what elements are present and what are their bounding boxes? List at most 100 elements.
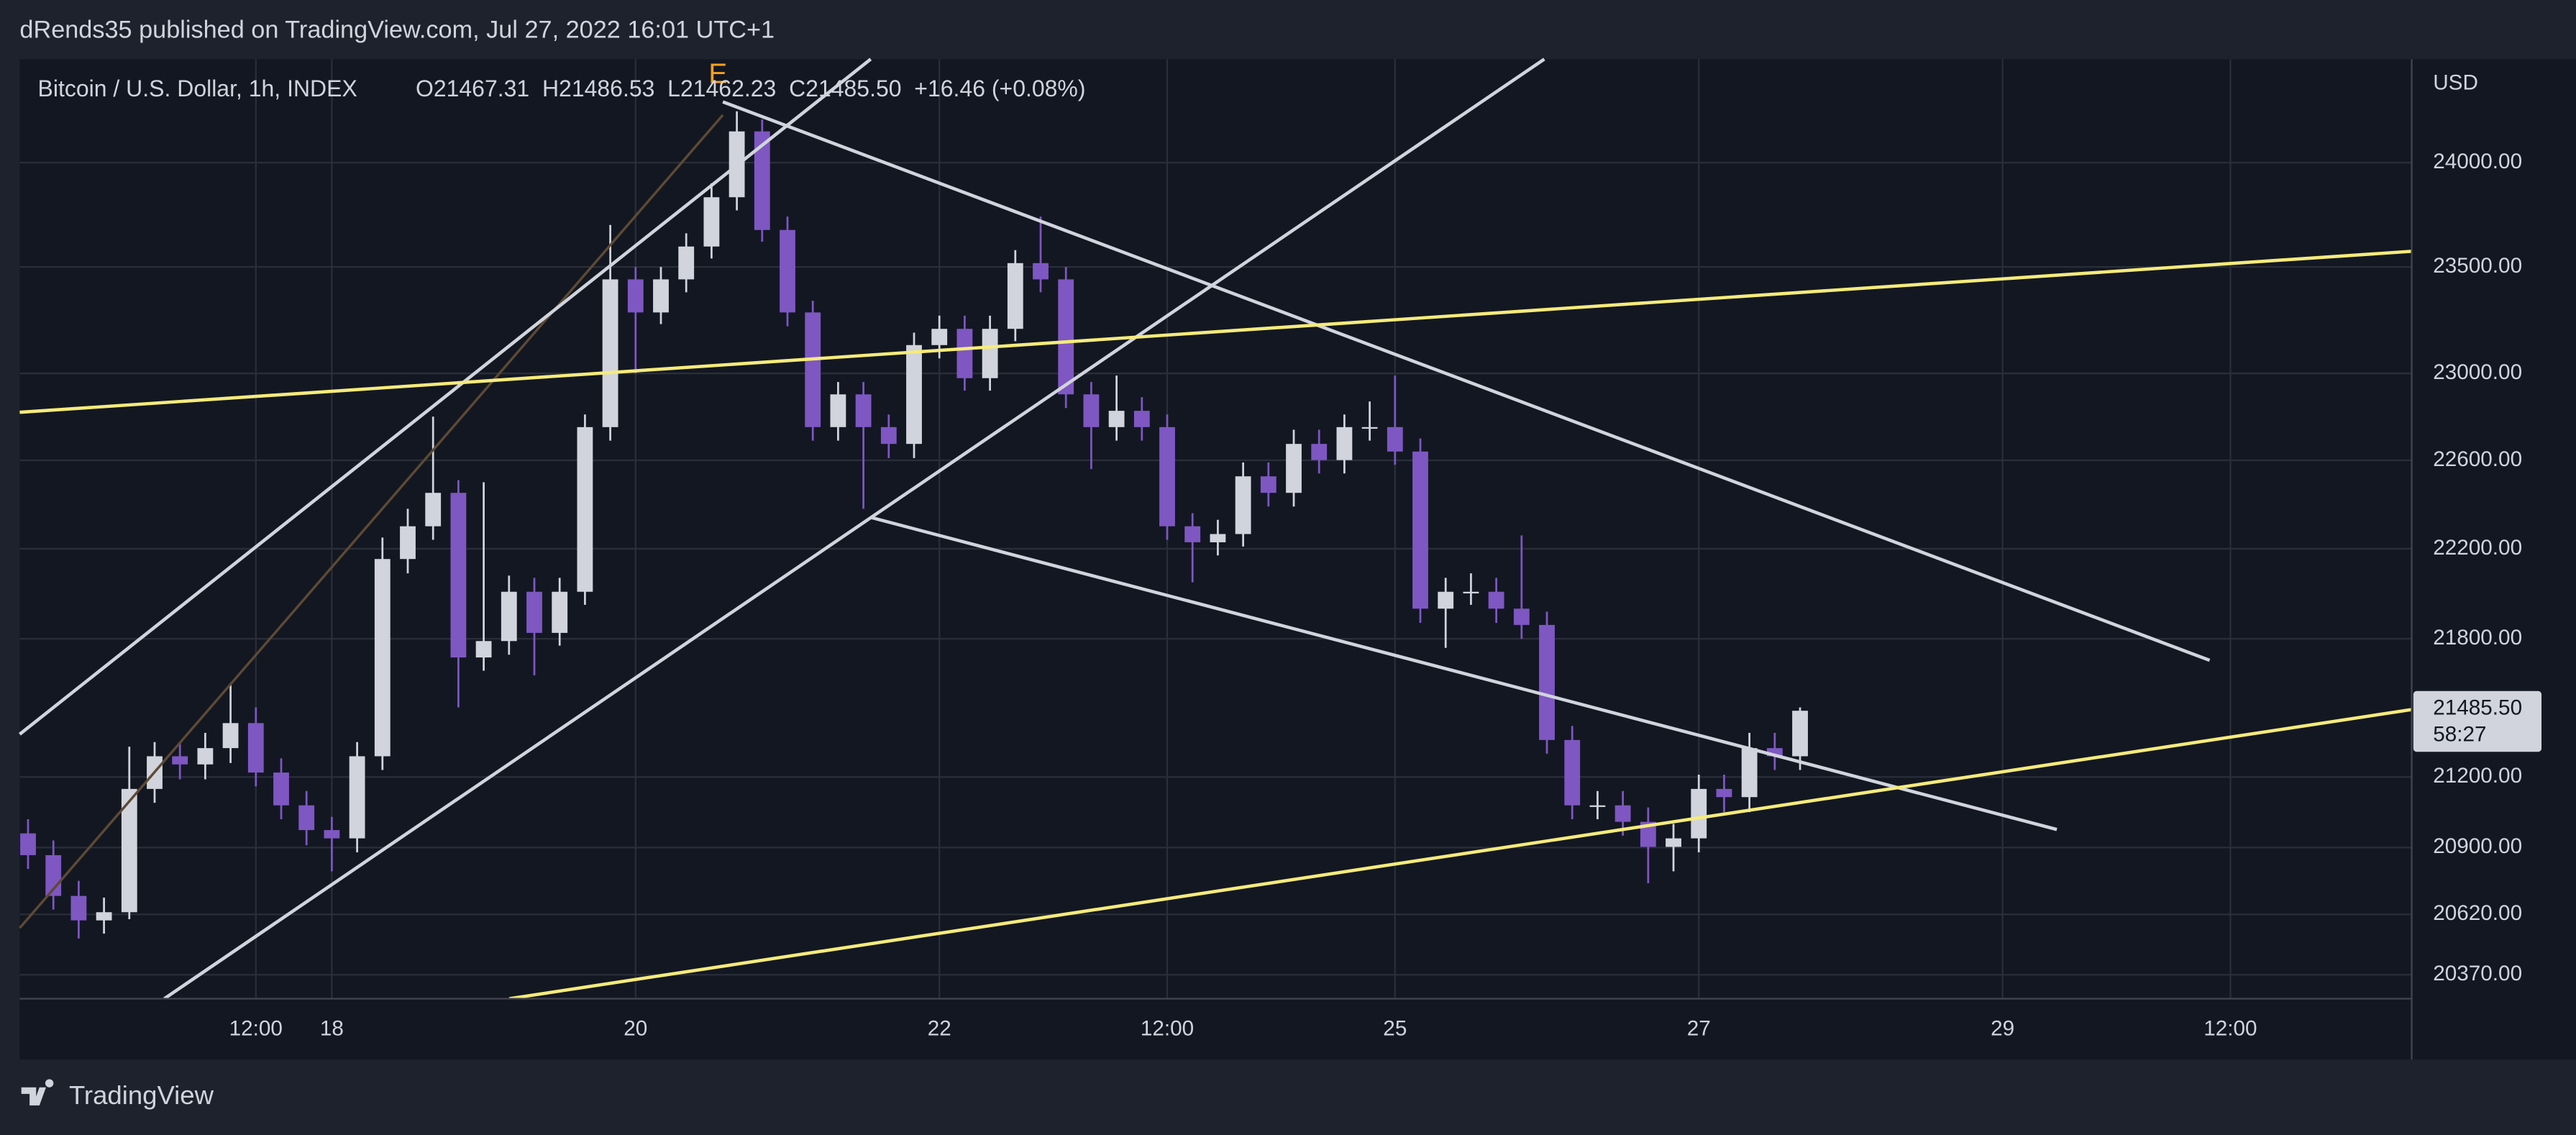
candle-body [1184,526,1201,542]
candle-body [1235,476,1251,534]
candle-body [1108,411,1125,427]
trend-line [870,516,2057,831]
x-tick-label: 22 [928,1017,951,1041]
candle-body [247,723,264,773]
candle-body [754,131,770,230]
candle-body [653,279,669,313]
x-tick-label: 27 [1687,1017,1711,1041]
candle-body [956,329,973,378]
candle-body [501,591,517,642]
trend-line [163,58,1545,1000]
candle-body [222,723,239,749]
trend-line [19,250,2412,414]
candle-body [855,394,872,427]
y-tick-label: 22600.00 [2433,447,2522,471]
price-axis [2411,59,2576,1059]
y-tick-label: 20620.00 [2433,901,2522,925]
candle-body [298,805,315,831]
candle-body [70,895,87,921]
candle-body [121,788,137,913]
y-tick-label: 23500.00 [2433,254,2522,278]
candle-body [349,756,365,839]
y-axis-label: USD [2433,70,2478,94]
candle-body [450,493,467,658]
candle-body [1463,591,1479,594]
candle-body [1539,624,1555,740]
candle-body [1159,427,1175,527]
candle-body [1640,821,1656,847]
candle-body [20,833,36,855]
y-tick-label: 22200.00 [2433,536,2522,560]
candle-body [1564,739,1581,806]
candle-body [172,756,188,765]
candle-body [1614,805,1631,822]
y-tick-label: 21200.00 [2433,764,2522,788]
candle-body [475,641,492,658]
time-axis [19,998,2412,1059]
header-bar [0,0,2576,60]
x-tick-label: 25 [1383,1017,1407,1041]
candle-body [400,526,416,560]
candle-body [1513,608,1530,625]
ohlc-legend: O21467.31 H21486.53 L21462.23 C21485.50 … [416,76,1086,101]
candle-body [1210,534,1226,542]
x-tick-label: 29 [1991,1017,2014,1041]
candle-body [1286,444,1302,493]
left-margin [0,59,20,1059]
candle-body [1589,805,1606,807]
symbol-title: Bitcoin / U.S. Dollar, 1h, INDEX [38,76,357,101]
candle-body [982,329,998,378]
candle-body [1741,748,1758,798]
candle-body [906,345,922,445]
trend-line [722,100,2211,662]
candle-body [1766,748,1783,757]
candle-body [1311,444,1328,460]
candle-body [602,279,618,427]
candle-body [1336,427,1353,460]
x-tick-label: 20 [624,1017,647,1041]
candle-body [1666,838,1681,847]
candle-body [1361,427,1378,429]
candle-body [324,830,340,839]
candle-body [1033,263,1049,280]
logo: TradingView [21,1079,214,1110]
x-tick-label: 12:00 [1141,1017,1194,1041]
candle-body [1083,394,1100,427]
candle-body [1792,711,1808,757]
candle-body [526,591,542,633]
candle-body [96,912,112,921]
candle-body [374,559,390,757]
y-tick-label: 24000.00 [2433,150,2522,173]
candle-body [678,246,695,280]
candle-body [1387,427,1403,452]
candle-body [425,493,442,527]
logo-icon [21,1079,54,1106]
x-tick-label: 18 [320,1017,344,1041]
candle-body [931,329,948,345]
y-tick-label: 20900.00 [2433,834,2522,858]
x-tick-label: 12:00 [2203,1017,2257,1041]
candle-body [273,772,289,806]
last-price-box [2413,690,2542,752]
axis-labels: 24000.00 23500.00 23000.00 22600.00 22200.00… [229,150,2542,1041]
candle-body [1007,263,1023,329]
candle-body [1488,591,1504,609]
candle-body [805,312,821,427]
candle-body [780,229,795,313]
candle-body [1260,476,1276,493]
candle-body [552,591,568,633]
drawings [18,58,2412,1000]
last-price-label: 21485.50 [2433,696,2522,720]
y-tick-label: 20370.00 [2433,962,2522,985]
candle-body [703,197,720,247]
event-marker: E [708,58,727,89]
candle-body [1058,279,1074,395]
candles [20,111,1808,939]
trend-line [508,708,2412,1000]
candle-body [830,394,846,427]
candle-body [1438,591,1454,609]
candle-body [1716,788,1732,798]
candle-body [880,427,897,445]
